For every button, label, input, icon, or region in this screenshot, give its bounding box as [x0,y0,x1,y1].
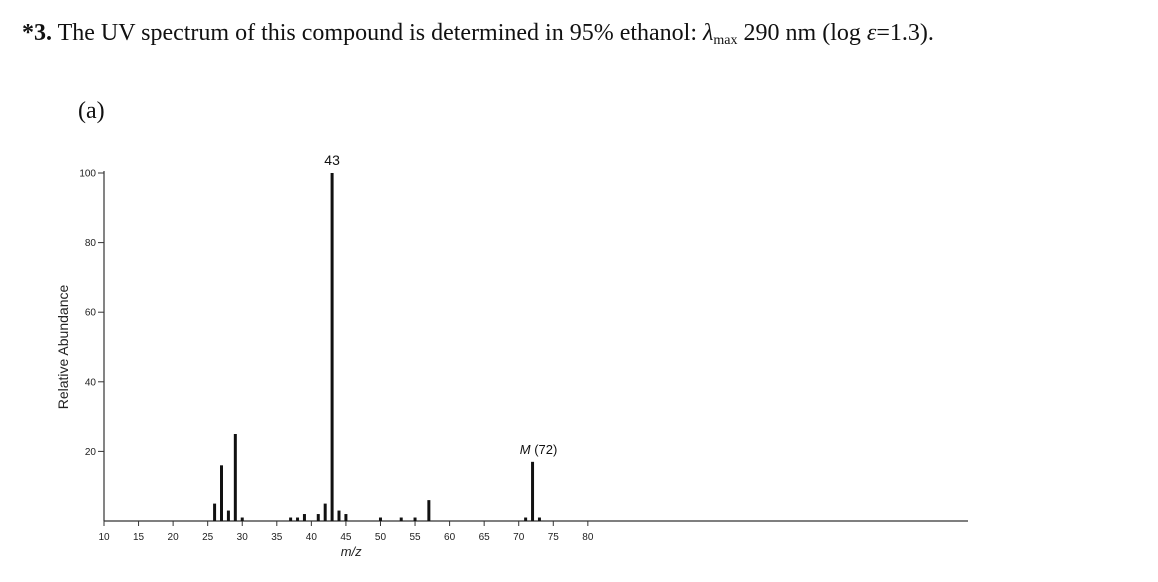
x-tick-label: 75 [548,532,560,543]
y-tick-label: 80 [85,238,97,249]
x-tick-label: 35 [271,532,283,543]
y-tick-label: 60 [85,308,97,319]
x-tick-label: 60 [444,532,456,543]
x-tick-label: 80 [582,532,594,543]
x-axis-label: m/z [341,544,362,559]
x-tick-label: 20 [168,532,180,543]
x-tick-label: 40 [306,532,318,543]
x-tick-label: 50 [375,532,387,543]
x-tick-label: 25 [202,532,214,543]
question-text-after: 290 nm (log [737,20,867,46]
y-tick-label: 20 [85,447,97,458]
question-text-end: =1.3). [876,20,934,46]
y-tick-label: 100 [79,169,96,180]
panel-label: (a) [78,98,105,124]
epsilon-symbol: ε [866,20,877,46]
y-tick-label: 40 [85,377,97,388]
question-text-before: The UV spectrum of this compound is dete… [57,20,704,46]
question-text: *3. The UV spectrum of this compound is … [22,18,934,56]
y-axis-label: Relative Abundance [55,285,71,410]
x-tick-label: 45 [340,532,352,543]
x-tick-label: 15 [133,532,145,543]
x-tick-label: 55 [409,532,421,543]
lambda-subscript: max [713,33,738,48]
x-tick-label: 70 [513,532,525,543]
annotation-base-peak: 43 [324,152,340,168]
annotation-molecular-ion: M (72) [520,442,558,457]
x-tick-label: 65 [479,532,491,543]
lambda-symbol: λ [703,20,714,46]
x-tick-label: 10 [98,532,110,543]
x-tick-label: 30 [237,532,249,543]
question-number: *3. [22,20,52,46]
